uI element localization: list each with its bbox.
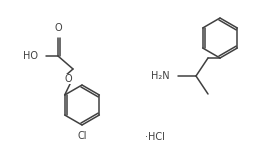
Text: H₂N: H₂N (151, 71, 170, 81)
Text: O: O (54, 23, 62, 33)
Text: HO: HO (23, 51, 38, 61)
Text: Cl: Cl (77, 131, 87, 141)
Text: ·HCl: ·HCl (145, 132, 165, 142)
Text: O: O (64, 74, 72, 84)
